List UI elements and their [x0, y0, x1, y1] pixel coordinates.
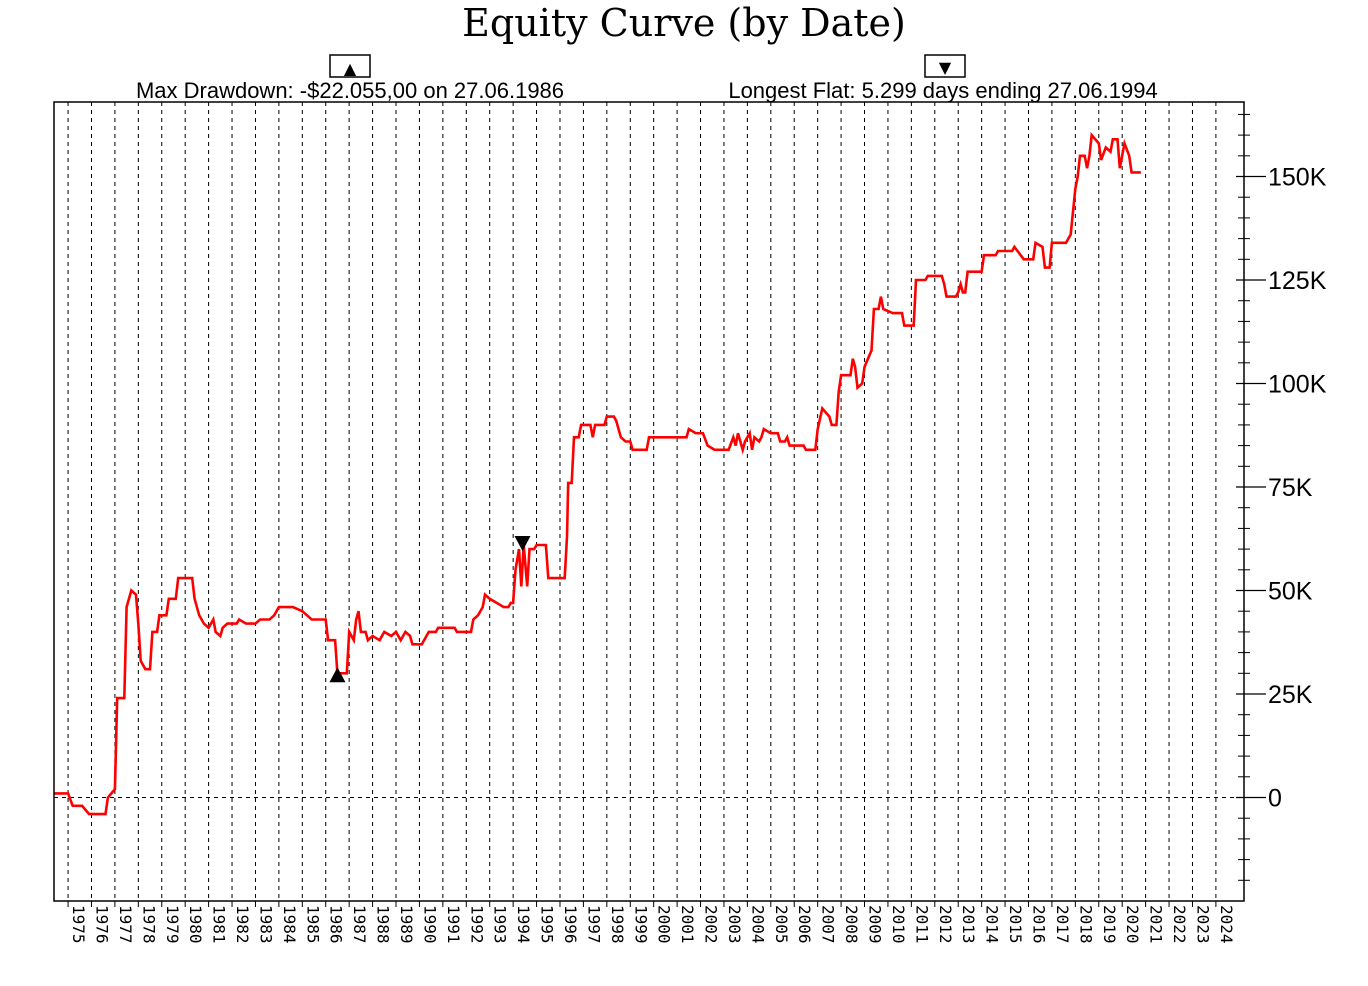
x-tick-label: 2018 — [1076, 905, 1095, 944]
marker-layer — [329, 535, 531, 683]
x-tick-label: 1982 — [233, 905, 252, 944]
y-tick-label: 50K — [1268, 578, 1313, 606]
x-tick-label: 2017 — [1053, 905, 1072, 944]
x-tick-label: 2011 — [912, 905, 931, 944]
x-tick-label: 2006 — [795, 905, 814, 944]
x-tick-label: 1997 — [584, 905, 603, 944]
max-drawdown-text: Max Drawdown: -$22.055,00 on 27.06.1986 — [136, 78, 564, 103]
x-tick-label: 2021 — [1147, 905, 1166, 944]
x-tick-label: 2013 — [959, 905, 978, 944]
x-tick-label: 1988 — [374, 905, 393, 944]
x-tick-label: 1985 — [303, 905, 322, 944]
x-tick-label: 2016 — [1029, 905, 1048, 944]
x-tick-label: 2005 — [772, 905, 791, 944]
x-tick-label: 1994 — [514, 905, 533, 944]
x-tick-label: 1977 — [116, 905, 135, 944]
x-tick-label: 1979 — [163, 905, 182, 944]
y-axis-ticks: 0 25K 50K 75K 100K 125K 150K — [1236, 113, 1327, 881]
chart-title: Equity Curve (by Date) — [462, 1, 906, 45]
x-axis-ticks: 1975 1976 1977 1978 1979 1980 1981 1982 1983 1984… — [67, 901, 1236, 944]
x-tick-label: 2003 — [725, 905, 744, 944]
x-tick-label: 2010 — [889, 905, 908, 944]
plot-frame — [53, 101, 1245, 902]
longest-flat-marker — [514, 535, 531, 551]
x-tick-label: 1999 — [631, 905, 650, 944]
longest-flat-text: Longest Flat: 5.299 days ending 27.06.19… — [728, 78, 1157, 103]
x-tick-label: 1992 — [467, 905, 486, 944]
series-layer — [54, 131, 1141, 816]
x-tick-label: 2009 — [866, 905, 885, 944]
x-tick-label: 1975 — [69, 905, 88, 944]
drawdown-marker-key-box — [329, 54, 371, 78]
x-tick-label: 2002 — [702, 905, 721, 944]
flat-marker-key-box — [924, 54, 966, 78]
x-tick-label: 2015 — [1006, 905, 1025, 944]
x-tick-label: 1986 — [327, 905, 346, 944]
x-tick-label: 2020 — [1123, 905, 1142, 944]
equity-line — [54, 131, 1141, 816]
x-tick-label: 1995 — [538, 905, 557, 944]
x-tick-label: 1991 — [444, 905, 463, 944]
x-tick-label: 2008 — [842, 905, 861, 944]
x-tick-label: 1983 — [256, 905, 275, 944]
x-tick-label: 2014 — [983, 905, 1002, 944]
x-tick-label: 1987 — [350, 905, 369, 944]
x-tick-label: 1998 — [608, 905, 627, 944]
x-tick-label: 1993 — [491, 905, 510, 944]
x-tick-label: 1996 — [561, 905, 580, 944]
x-tick-label: 1978 — [139, 905, 158, 944]
x-tick-label: 2001 — [678, 905, 697, 944]
grid-lines — [54, 102, 1244, 901]
x-tick-label: 1980 — [186, 905, 205, 944]
x-tick-label: 1976 — [92, 905, 111, 944]
y-tick-label: 150K — [1268, 164, 1327, 192]
x-tick-label: 2023 — [1193, 905, 1212, 944]
x-tick-label: 2000 — [655, 905, 674, 944]
flat-marker-key-icon: ▼ — [939, 58, 952, 77]
x-tick-label: 1990 — [420, 905, 439, 944]
x-tick-label: 1989 — [397, 905, 416, 944]
x-tick-label: 2007 — [819, 905, 838, 944]
x-tick-label: 2019 — [1100, 905, 1119, 944]
drawdown-marker-key-icon: ▲ — [344, 59, 357, 78]
max-drawdown-marker — [329, 667, 346, 683]
x-tick-label: 2012 — [936, 905, 955, 944]
y-tick-label: 0 — [1268, 785, 1282, 813]
y-tick-label: 100K — [1268, 371, 1327, 399]
x-tick-label: 2022 — [1170, 905, 1189, 944]
y-tick-label: 125K — [1268, 267, 1327, 295]
y-tick-label: 75K — [1268, 474, 1313, 502]
x-tick-label: 1984 — [280, 905, 299, 944]
x-tick-label: 1981 — [210, 905, 229, 944]
x-tick-label: 2024 — [1217, 905, 1236, 944]
x-tick-label: 2004 — [748, 905, 767, 944]
y-tick-label: 25K — [1268, 681, 1313, 709]
